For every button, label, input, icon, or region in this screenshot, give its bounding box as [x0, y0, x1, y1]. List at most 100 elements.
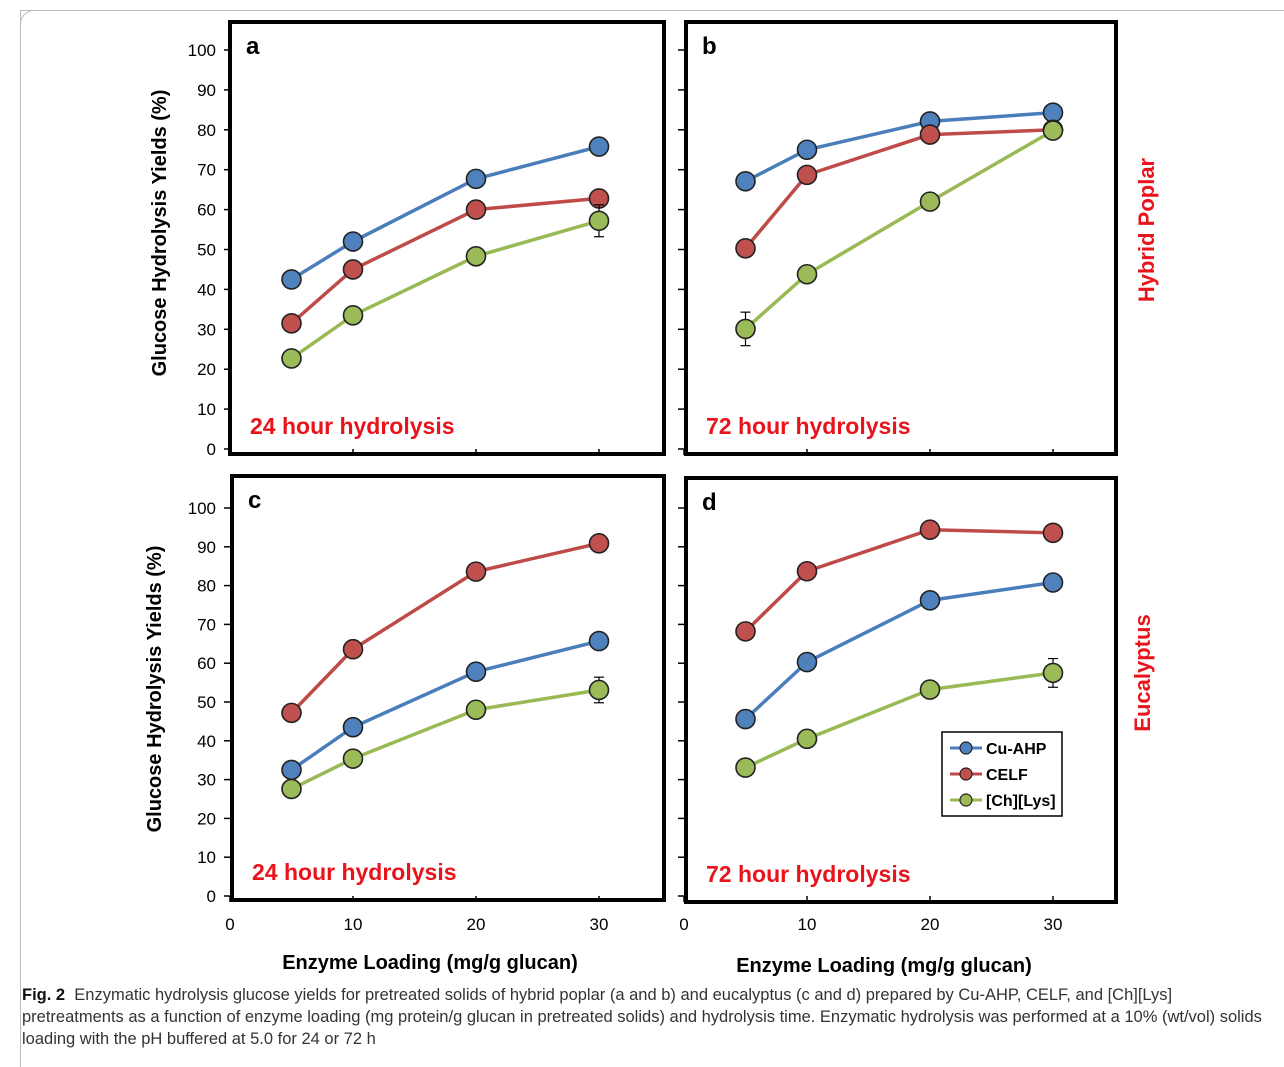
y-tick-label-a-50: 50	[197, 241, 216, 260]
data-point-cu-ahp-c-0	[282, 760, 301, 779]
data-point-cu-ahp-d-0	[736, 710, 755, 729]
data-point-ch-lys-b-0	[736, 319, 755, 338]
y-tick-label-a-30: 30	[197, 320, 216, 339]
data-point-celf-b-2	[921, 125, 940, 144]
y-tick-label-c-20: 20	[197, 809, 216, 828]
annotation-a: 24 hour hydrolysis	[250, 413, 455, 439]
y-tick-label-c-30: 30	[197, 771, 216, 790]
data-point-celf-c-1	[344, 640, 363, 659]
panel-letter-d: d	[702, 489, 717, 516]
data-point-ch-lys-a-0	[282, 349, 301, 368]
data-point-ch-lys-c-2	[467, 700, 486, 719]
x-tick-label-c-0: 0	[225, 915, 234, 934]
data-point-cu-ahp-a-3	[590, 137, 609, 156]
y-axis-label-top: Glucose Hydrolysis Yields (%)	[149, 90, 171, 377]
data-point-cu-ahp-a-1	[344, 232, 363, 251]
data-point-ch-lys-b-2	[921, 192, 940, 211]
legend-marker-cu-ahp	[960, 742, 972, 754]
y-tick-label-c-0: 0	[207, 887, 216, 906]
y-tick-label-a-80: 80	[197, 121, 216, 140]
data-point-ch-lys-c-1	[344, 749, 363, 768]
x-tick-label-d-30: 30	[1044, 915, 1063, 934]
y-tick-label-c-40: 40	[197, 732, 216, 751]
data-point-cu-ahp-d-2	[921, 591, 940, 610]
panel-d: 0 10 20 30 d 72 hour hydrolysis Cu-AHP CELF [Ch]…	[678, 478, 1116, 934]
y-tick-label-c-80: 80	[197, 577, 216, 596]
data-point-celf-d-1	[798, 562, 817, 581]
y-tick-label-a-40: 40	[197, 280, 216, 299]
data-point-ch-lys-b-3	[1044, 121, 1063, 140]
panel-a: 0 10 20 30 40 50 60 70 80 90 100 a 24 hour hydrolysi…	[188, 22, 664, 459]
x-tick-label-d-0: 0	[679, 915, 688, 934]
data-point-celf-b-1	[798, 165, 817, 184]
annotation-b: 72 hour hydrolysis	[706, 413, 911, 439]
y-tick-label-a-0: 0	[207, 440, 216, 459]
y-tick-label-a-70: 70	[197, 161, 216, 180]
data-point-ch-lys-a-1	[344, 306, 363, 325]
legend-marker-ch-lys	[960, 794, 972, 806]
legend-marker-celf	[960, 768, 972, 780]
data-point-cu-ahp-a-2	[467, 169, 486, 188]
data-point-celf-c-3	[590, 534, 609, 553]
data-point-celf-c-0	[282, 703, 301, 722]
y-tick-label-a-100: 100	[188, 41, 216, 60]
x-axis-label-left: Enzyme Loading (mg/g glucan)	[282, 952, 578, 974]
row-label-eucalyptus: Eucalyptus	[1130, 614, 1155, 731]
x-tick-label-c-10: 10	[344, 915, 363, 934]
data-point-cu-ahp-b-3	[1044, 103, 1063, 122]
y-axis-label-bottom: Glucose Hydrolysis Yields (%)	[144, 546, 166, 833]
panel-frame-a	[230, 22, 664, 454]
data-point-cu-ahp-c-1	[344, 718, 363, 737]
y-tick-label-c-90: 90	[197, 538, 216, 557]
data-point-celf-d-2	[921, 520, 940, 539]
y-tick-label-a-90: 90	[197, 81, 216, 100]
data-point-celf-a-2	[467, 200, 486, 219]
data-point-ch-lys-a-3	[590, 211, 609, 230]
data-point-cu-ahp-c-3	[590, 632, 609, 651]
y-tick-label-c-50: 50	[197, 693, 216, 712]
x-axis-label-right: Enzyme Loading (mg/g glucan)	[736, 955, 1032, 977]
data-point-ch-lys-d-1	[798, 729, 817, 748]
data-point-ch-lys-d-3	[1044, 663, 1063, 682]
figure-caption: Fig. 2 Enzymatic hydrolysis glucose yiel…	[22, 984, 1262, 1050]
annotation-c: 24 hour hydrolysis	[252, 859, 457, 885]
data-point-celf-d-3	[1044, 523, 1063, 542]
data-point-ch-lys-c-0	[282, 779, 301, 798]
legend-label-ch-lys: [Ch][Lys]	[986, 793, 1056, 810]
panel-b: b 72 hour hydrolysis	[678, 22, 1116, 455]
data-point-ch-lys-d-0	[736, 758, 755, 777]
data-point-cu-ahp-d-3	[1044, 573, 1063, 592]
panel-letter-b: b	[702, 33, 717, 60]
panel-letter-a: a	[246, 33, 260, 60]
y-tick-label-c-100: 100	[188, 499, 216, 518]
caption-label: Fig. 2	[22, 986, 65, 1004]
y-tick-label-c-10: 10	[197, 848, 216, 867]
data-point-celf-b-0	[736, 239, 755, 258]
panel-frame-b	[686, 22, 1116, 454]
data-point-cu-ahp-a-0	[282, 270, 301, 289]
data-point-cu-ahp-d-1	[798, 653, 817, 672]
data-point-ch-lys-d-2	[921, 680, 940, 699]
data-point-celf-c-2	[467, 562, 486, 581]
x-tick-label-c-30: 30	[590, 915, 609, 934]
y-tick-label-a-60: 60	[197, 201, 216, 220]
y-tick-label-a-10: 10	[197, 400, 216, 419]
data-point-ch-lys-a-2	[467, 247, 486, 266]
x-tick-label-d-20: 20	[921, 915, 940, 934]
legend-label-celf: CELF	[986, 767, 1028, 784]
data-point-cu-ahp-c-2	[467, 662, 486, 681]
panel-letter-c: c	[248, 487, 261, 514]
x-tick-label-d-10: 10	[798, 915, 817, 934]
row-label-hybrid-poplar: Hybrid Poplar	[1134, 157, 1159, 302]
x-tick-label-c-20: 20	[467, 915, 486, 934]
panel-c: 0 10 20 30 40 50 60 70 80 90 100 0 10 20 30 c 24 hour hy…	[188, 476, 664, 934]
annotation-d: 72 hour hydrolysis	[706, 861, 911, 887]
data-point-celf-a-1	[344, 260, 363, 279]
y-tick-label-c-70: 70	[197, 615, 216, 634]
legend-label-cu-ahp: Cu-AHP	[986, 741, 1047, 758]
y-tick-label-c-60: 60	[197, 654, 216, 673]
data-point-cu-ahp-b-1	[798, 140, 817, 159]
data-point-celf-a-0	[282, 314, 301, 333]
